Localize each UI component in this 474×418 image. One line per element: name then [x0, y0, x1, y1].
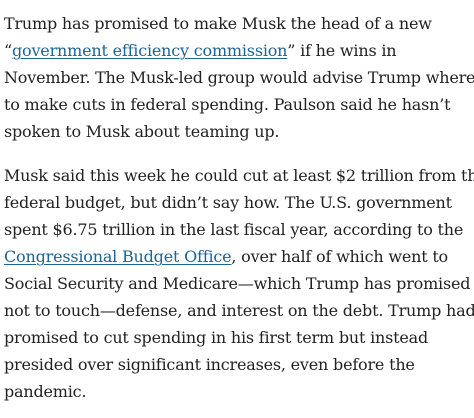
text-line: pandemic.	[4, 382, 87, 401]
text-line: November. The Musk-led group would advis…	[4, 68, 474, 87]
paragraph-budget-cuts: Musk said this week he could cut at leas…	[4, 162, 474, 405]
congressional-budget-office-link[interactable]: Congressional Budget Office	[4, 247, 232, 266]
government-efficiency-commission-link[interactable]: government efficiency commission	[11, 41, 288, 60]
text-line: spent $6.75 trillion in the last fiscal …	[4, 220, 464, 239]
paragraph-efficiency-commission: Trump has promised to make Musk the head…	[4, 10, 474, 145]
text-line: “government efficiency commission” if he…	[4, 37, 474, 64]
text-fragment: ” if he wins in	[287, 41, 397, 60]
text-line: federal budget, but didn’t say how. The …	[4, 193, 452, 212]
text-line: spoken to Musk about teaming up.	[4, 122, 280, 141]
text-line: promised to cut spending in his first te…	[4, 328, 428, 347]
text-line: Musk said this week he could cut at leas…	[4, 166, 474, 185]
text-line: presided over significant increases, eve…	[4, 355, 415, 374]
text-fragment: , over half of which went to	[231, 247, 448, 266]
text-line: Social Security and Medicare—which Trump…	[4, 274, 471, 293]
text-line: not to touch—defense, and interest on th…	[4, 301, 474, 320]
text-line: Congressional Budget Office, over half o…	[4, 243, 474, 270]
text-line: to make cuts in federal spending. Paulso…	[4, 95, 451, 114]
text-line: Trump has promised to make Musk the head…	[4, 14, 432, 33]
open-quote: “	[4, 41, 12, 60]
